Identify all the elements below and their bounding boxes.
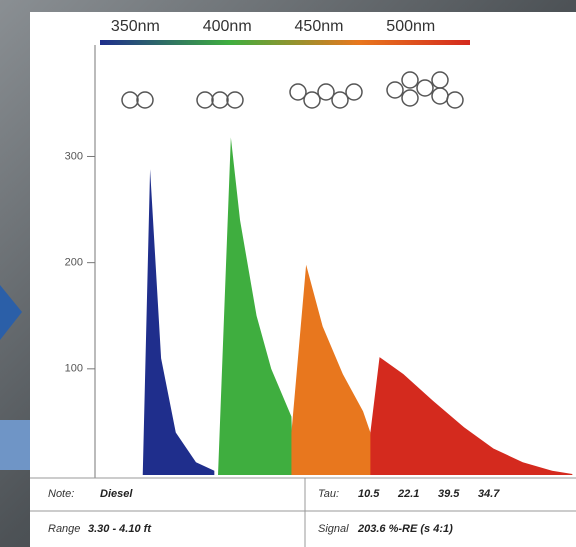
- note: Diesel: [100, 488, 133, 500]
- signal: 203.6 %-RE (s 4:1): [357, 523, 453, 535]
- x-tick-label: 400nm: [203, 18, 252, 35]
- range-label: Range: [48, 523, 80, 535]
- y-tick-label: 100: [65, 363, 83, 375]
- tau: 34.7: [478, 488, 500, 500]
- screenshot: Note: Diesel Range 3.30 - 4.10 ft Tau: 1…: [0, 0, 576, 547]
- range: 3.30 - 4.10 ft: [88, 523, 152, 535]
- x-tick-label: 500nm: [386, 18, 435, 35]
- y-tick-label: 200: [65, 257, 83, 269]
- signal-label: Signal: [318, 523, 349, 535]
- spectrum-bar: [100, 40, 470, 45]
- y-tick-label: 300: [65, 150, 83, 162]
- tau-label: Tau:: [318, 488, 339, 500]
- x-tick-label: 350nm: [111, 18, 160, 35]
- tau: 39.5: [438, 488, 460, 500]
- note-label: Note:: [48, 488, 74, 500]
- blue-band: [0, 420, 30, 470]
- x-tick-label: 450nm: [295, 18, 344, 35]
- tau: 22.1: [397, 488, 419, 500]
- tau: 10.5: [358, 488, 380, 500]
- page: {"chart_data": {"type": "area", "xlim": …: [0, 0, 576, 547]
